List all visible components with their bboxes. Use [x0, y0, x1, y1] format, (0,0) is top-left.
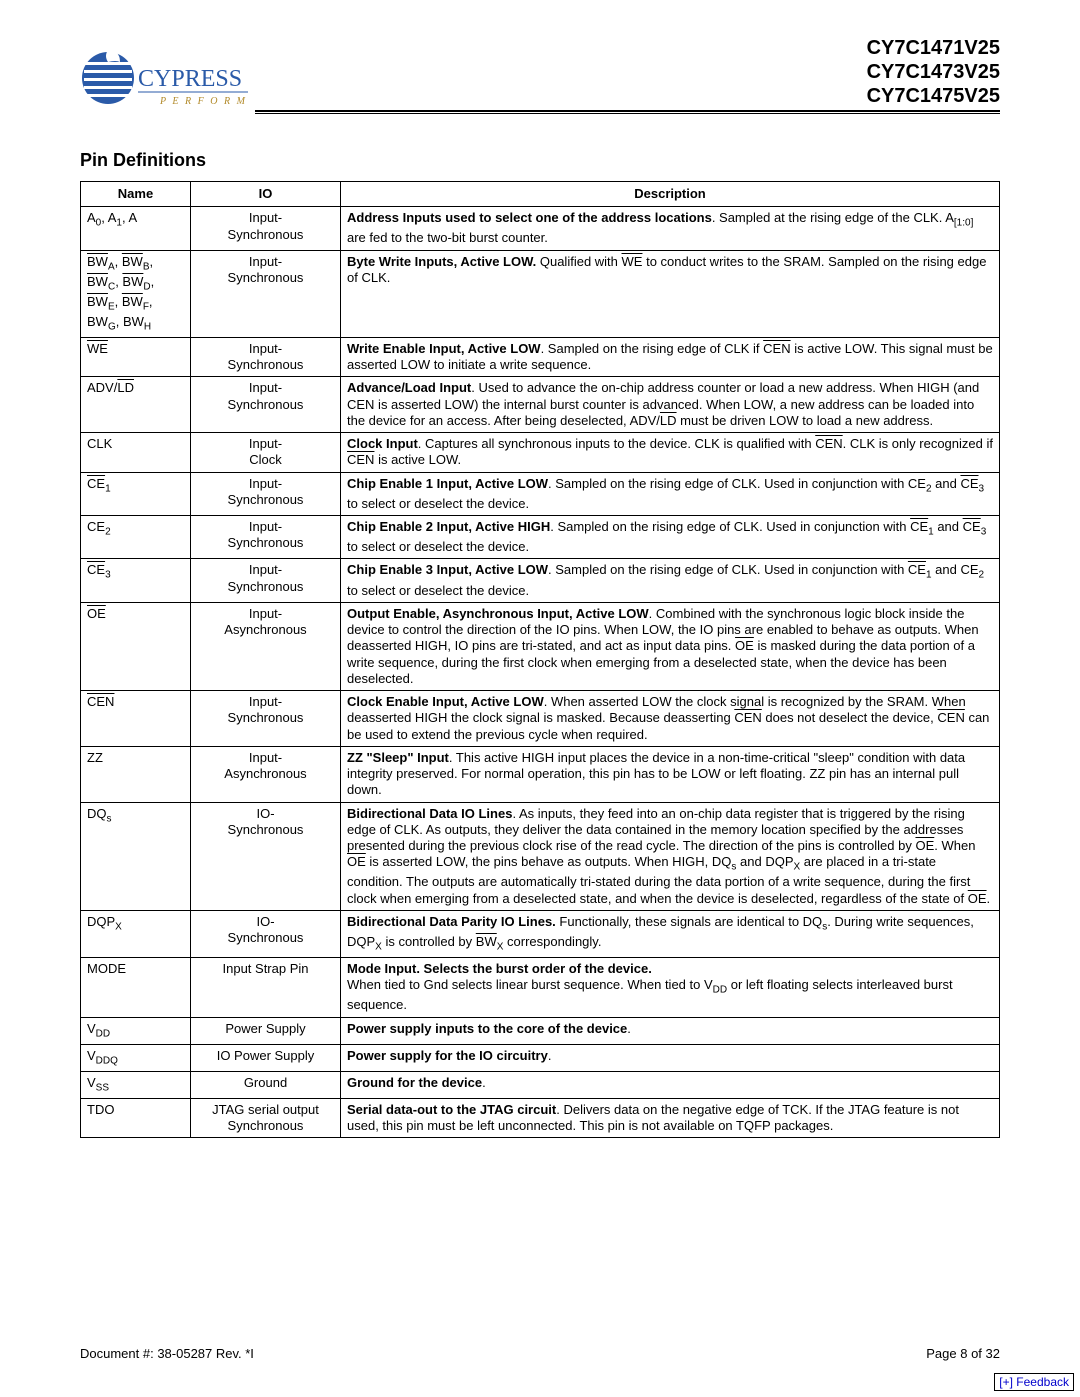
table-row: DQsIO-SynchronousBidirectional Data IO L… [81, 802, 1000, 910]
pin-io-cell: Ground [191, 1071, 341, 1098]
pin-name-cell: MODE [81, 958, 191, 1018]
pin-name-cell: CE2 [81, 516, 191, 559]
feedback-button[interactable]: [+] Feedback [994, 1373, 1074, 1391]
pin-io-cell: Input-Synchronous [191, 207, 341, 250]
section-title: Pin Definitions [80, 150, 1000, 171]
pin-name-cell: A0, A1, A [81, 207, 191, 250]
table-row: ZZInput-AsynchronousZZ "Sleep" Input. Th… [81, 746, 1000, 802]
pin-io-cell: Input-Synchronous [191, 516, 341, 559]
table-header-desc: Description [341, 182, 1000, 207]
pin-io-cell: Input Strap Pin [191, 958, 341, 1018]
pin-description-cell: Byte Write Inputs, Active LOW. Qualified… [341, 250, 1000, 337]
table-row: VDDQIO Power SupplyPower supply for the … [81, 1044, 1000, 1071]
pin-description-cell: Chip Enable 2 Input, Active HIGH. Sample… [341, 516, 1000, 559]
pin-description-cell: Output Enable, Asynchronous Input, Activ… [341, 602, 1000, 690]
pin-description-cell: Clock Input. Captures all synchronous in… [341, 433, 1000, 473]
pin-io-cell: JTAG serial outputSynchronous [191, 1098, 341, 1138]
pin-name-cell: VDDQ [81, 1044, 191, 1071]
pin-name-cell: CLK [81, 433, 191, 473]
table-row: CE2Input-SynchronousChip Enable 2 Input,… [81, 516, 1000, 559]
company-logo: CYPRESS P E R F O R M [80, 36, 250, 114]
table-row: OEInput-AsynchronousOutput Enable, Async… [81, 602, 1000, 690]
pin-description-cell: Bidirectional Data IO Lines. As inputs, … [341, 802, 1000, 910]
pin-description-cell: Power supply inputs to the core of the d… [341, 1017, 1000, 1044]
table-row: TDOJTAG serial outputSynchronousSerial d… [81, 1098, 1000, 1138]
pin-description-cell: Advance/Load Input. Used to advance the … [341, 377, 1000, 433]
table-row: BWA, BWB,BWC, BWD,BWE, BWF,BWG, BWHInput… [81, 250, 1000, 337]
pin-io-cell: Input-Asynchronous [191, 746, 341, 802]
pin-name-cell: CE3 [81, 559, 191, 602]
pin-name-cell: ZZ [81, 746, 191, 802]
table-row: VSSGroundGround for the device. [81, 1071, 1000, 1098]
page-label: Page 8 of 32 [926, 1346, 1000, 1361]
part-number: CY7C1473V25 [867, 60, 1000, 84]
table-header-name: Name [81, 182, 191, 207]
pin-io-cell: Input-Synchronous [191, 559, 341, 602]
table-row: CE3Input-SynchronousChip Enable 3 Input,… [81, 559, 1000, 602]
pin-description-cell: Clock Enable Input, Active LOW. When ass… [341, 691, 1000, 747]
pin-name-cell: BWA, BWB,BWC, BWD,BWE, BWF,BWG, BWH [81, 250, 191, 337]
table-row: CE1Input-SynchronousChip Enable 1 Input,… [81, 472, 1000, 515]
pin-description-cell: Address Inputs used to select one of the… [341, 207, 1000, 250]
pin-description-cell: Write Enable Input, Active LOW. Sampled … [341, 337, 1000, 377]
pin-name-cell: DQPX [81, 910, 191, 957]
pin-name-cell: VDD [81, 1017, 191, 1044]
table-row: A0, A1, AInput-SynchronousAddress Inputs… [81, 207, 1000, 250]
pin-io-cell: Input-Clock [191, 433, 341, 473]
pin-name-cell: CE1 [81, 472, 191, 515]
table-row: ADV/LDInput-SynchronousAdvance/Load Inpu… [81, 377, 1000, 433]
pin-io-cell: IO Power Supply [191, 1044, 341, 1071]
pin-definitions-table: Name IO Description A0, A1, AInput-Synch… [80, 181, 1000, 1138]
part-number: CY7C1475V25 [867, 84, 1000, 108]
pin-name-cell: OE [81, 602, 191, 690]
table-row: WEInput-SynchronousWrite Enable Input, A… [81, 337, 1000, 377]
brand-name: CYPRESS [138, 66, 242, 92]
pin-description-cell: Serial data-out to the JTAG circuit. Del… [341, 1098, 1000, 1138]
pin-io-cell: Input-Synchronous [191, 377, 341, 433]
table-row: DQPXIO-SynchronousBidirectional Data Par… [81, 910, 1000, 957]
pin-io-cell: IO-Synchronous [191, 910, 341, 957]
pin-io-cell: Input-Synchronous [191, 472, 341, 515]
table-row: CENInput-SynchronousClock Enable Input, … [81, 691, 1000, 747]
pin-description-cell: Power supply for the IO circuitry. [341, 1044, 1000, 1071]
pin-description-cell: ZZ "Sleep" Input. This active HIGH input… [341, 746, 1000, 802]
pin-name-cell: ADV/LD [81, 377, 191, 433]
pin-io-cell: IO-Synchronous [191, 802, 341, 910]
pin-description-cell: Chip Enable 3 Input, Active LOW. Sampled… [341, 559, 1000, 602]
table-row: VDDPower SupplyPower supply inputs to th… [81, 1017, 1000, 1044]
table-header-io: IO [191, 182, 341, 207]
pin-io-cell: Input-Synchronous [191, 250, 341, 337]
pin-name-cell: WE [81, 337, 191, 377]
pin-io-cell: Input-Synchronous [191, 337, 341, 377]
brand-tagline: P E R F O R M [159, 96, 247, 107]
table-row: MODEInput Strap PinMode Input. Selects t… [81, 958, 1000, 1018]
pin-description-cell: Ground for the device. [341, 1071, 1000, 1098]
pin-description-cell: Chip Enable 1 Input, Active LOW. Sampled… [341, 472, 1000, 515]
pin-name-cell: VSS [81, 1071, 191, 1098]
part-number: CY7C1471V25 [867, 36, 1000, 60]
pin-name-cell: TDO [81, 1098, 191, 1138]
pin-io-cell: Input-Asynchronous [191, 602, 341, 690]
pin-name-cell: CEN [81, 691, 191, 747]
table-row: CLKInput-ClockClock Input. Captures all … [81, 433, 1000, 473]
part-numbers: CY7C1471V25 CY7C1473V25 CY7C1475V25 [867, 36, 1000, 108]
pin-name-cell: DQs [81, 802, 191, 910]
header-rule [255, 110, 1000, 114]
pin-io-cell: Input-Synchronous [191, 691, 341, 747]
pin-io-cell: Power Supply [191, 1017, 341, 1044]
document-number: Document #: 38-05287 Rev. *I [80, 1346, 254, 1361]
pin-description-cell: Mode Input. Selects the burst order of t… [341, 958, 1000, 1018]
pin-description-cell: Bidirectional Data Parity IO Lines. Func… [341, 910, 1000, 957]
